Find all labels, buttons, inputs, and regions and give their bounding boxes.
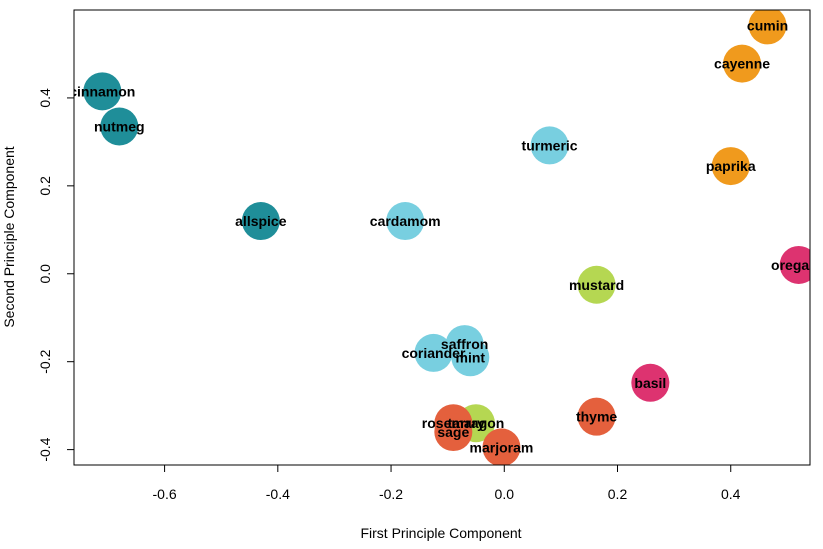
point-label-mint: mint [456,349,486,365]
y-tick-label: -0.4 [37,437,53,461]
point-nutmeg [100,107,139,146]
x-tick-label: -0.2 [379,486,403,502]
point-label-tarragon: tarragon [448,415,505,431]
point-cayenne [723,44,762,83]
points-layer [83,10,810,465]
point-label-cardamom: cardamom [370,213,441,229]
point-label-cayenne: cayenne [714,56,770,72]
x-tick-label: -0.4 [266,486,290,502]
x-tick-label: 0.4 [721,486,741,502]
plot-frame [73,9,811,466]
point-basil [631,363,670,402]
y-axis-title: Second Principle Component [1,146,17,327]
point-thyme [577,397,616,436]
point-label-rosemary: rosemary [422,415,485,431]
point-label-basil: basil [634,375,666,391]
point-oregano [779,245,810,284]
point-mint [451,338,490,377]
y-axis: -0.4 -0.2 0.0 0.2 0.4 [37,88,75,462]
point-turmeric [530,126,569,165]
point-label-mustard: mustard [569,277,624,293]
point-label-marjoram: marjoram [470,439,534,455]
point-label-coriander: coriander [402,345,466,361]
point-label-saffron: saffron [441,336,488,352]
point-cumin [748,10,787,45]
point-label-allspice: allspice [235,213,287,229]
y-tick-label: 0.2 [37,176,53,196]
point-label-paprika: paprika [706,158,756,174]
x-axis: -0.6 -0.4 -0.2 0.0 0.2 0.4 [153,464,741,502]
point-label-turmeric: turmeric [522,137,578,153]
point-label-cinnamon: cinnamon [69,83,135,99]
point-labels-layer: cumin cayenne paprika cinnamon nutmeg allspic… [69,17,823,455]
x-tick-label: 0.2 [608,486,628,502]
point-coriander [414,333,453,372]
point-cardamom [386,202,425,241]
x-tick-label: -0.6 [153,486,177,502]
point-paprika [711,147,750,186]
y-tick-label: 0.0 [37,264,53,284]
point-allspice [241,202,280,241]
point-label-thyme: thyme [576,409,617,425]
point-label-cumin: cumin [747,17,788,33]
point-sage [434,413,473,452]
x-axis-title: First Principle Component [360,525,521,541]
x-tick-label: 0.0 [495,486,515,502]
point-label-nutmeg: nutmeg [94,118,145,134]
point-label-oregano: oregano [771,257,823,273]
point-label-sage: sage [437,424,469,440]
y-tick-label: 0.4 [37,88,53,108]
y-tick-label: -0.2 [37,349,53,373]
point-cinnamon [83,72,122,111]
point-marjoram [482,428,521,465]
point-mustard [577,265,616,304]
